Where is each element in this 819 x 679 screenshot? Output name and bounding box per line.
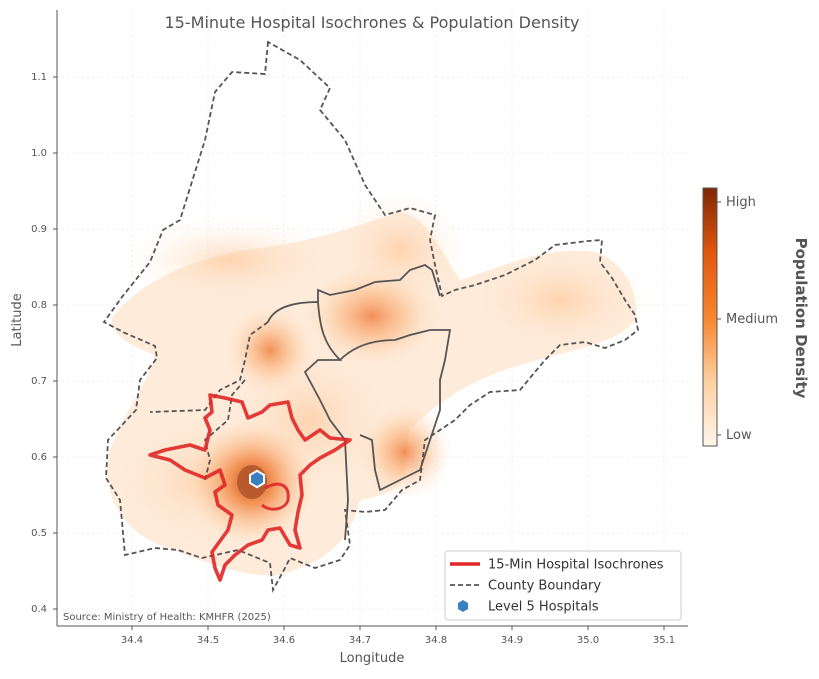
colorbar-high-label: High [726, 195, 756, 210]
county-inner-boundary-2 [317, 264, 441, 302]
axes [53, 10, 688, 630]
x-tick-label: 34.5 [197, 635, 219, 646]
x-tick-label: 34.6 [273, 635, 295, 646]
density-hotspot-2 [302, 264, 442, 368]
x-tick-label: 34.7 [349, 635, 371, 646]
colorbar-title: Population Density [792, 238, 810, 399]
isochrone-inner-loop [261, 482, 290, 511]
isochrone-layer [148, 393, 352, 582]
y-tick-label: 0.6 [31, 452, 47, 463]
county-outer-boundary [102, 40, 639, 593]
colorbar-medium-label: Medium [726, 312, 778, 327]
y-tick-label: 1.0 [31, 148, 47, 159]
county-inner-boundary-5 [203, 379, 246, 481]
x-tick-label: 35.1 [653, 635, 675, 646]
colorbar: High Medium Low Population Density [702, 187, 810, 447]
source-note: Source: Ministry of Health: KMHFR (2025) [63, 612, 271, 623]
chart-title: 15-Minute Hospital Isochrones & Populati… [165, 13, 580, 32]
density-blob-northwest [120, 215, 340, 305]
y-tick-label: 0.7 [31, 376, 47, 387]
density-hotspot-3 [357, 404, 453, 500]
legend: 15-Min Hospital Isochrones County Bounda… [444, 550, 682, 621]
isochrone-polygon [148, 393, 352, 582]
y-tick-labels: 0.4 0.5 0.6 0.7 0.8 0.9 1.0 1.1 [31, 72, 47, 615]
county-inner-boundary-4 [149, 321, 269, 413]
y-tick-label: 0.9 [31, 224, 47, 235]
x-tick-label: 35.0 [577, 635, 599, 646]
density-layer [100, 190, 655, 576]
y-tick-label: 0.5 [31, 528, 47, 539]
legend-box [444, 550, 682, 621]
hospital-marker[interactable] [249, 469, 265, 489]
y-axis-label: Latitude [10, 293, 25, 347]
x-tick-label: 34.4 [121, 635, 143, 646]
legend-isochrone-label: 15-Min Hospital Isochrones [488, 558, 664, 573]
x-tick-labels: 34.4 34.5 34.6 34.7 34.8 34.9 35.0 35.1 [121, 635, 675, 646]
legend-boundary-label: County Boundary [488, 579, 601, 594]
x-tick-label: 34.8 [425, 635, 447, 646]
density-hotspot-4 [225, 305, 315, 395]
county-inner-boundary-1 [267, 301, 349, 541]
x-tick-label: 34.9 [501, 635, 523, 646]
county-boundaries [102, 40, 639, 593]
x-axis-label: Longitude [340, 651, 405, 666]
colorbar-low-label: Low [726, 428, 752, 443]
county-inner-boundary-3 [339, 329, 452, 492]
y-tick-label: 0.4 [31, 604, 47, 615]
y-tick-label: 0.8 [31, 300, 47, 311]
y-tick-label: 1.1 [31, 72, 47, 83]
colorbar-gradient [702, 187, 718, 447]
legend-hospital-label: Level 5 Hospitals [488, 600, 599, 615]
legend-hospital-swatch [458, 600, 468, 612]
